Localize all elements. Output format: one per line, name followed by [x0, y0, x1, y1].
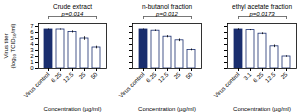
svg-text:Virus control: Virus control — [118, 71, 146, 99]
svg-text:ethyl acetate fraction: ethyl acetate fraction — [232, 3, 292, 11]
svg-text:25: 25 — [280, 71, 289, 80]
svg-text:1: 1 — [30, 59, 34, 65]
svg-text:Concentration (µg/ml): Concentration (µg/ml) — [233, 106, 291, 112]
svg-text:4: 4 — [30, 41, 34, 47]
svg-text:3: 3 — [30, 47, 34, 53]
svg-text:50: 50 — [90, 71, 99, 80]
svg-text:7: 7 — [30, 23, 34, 29]
svg-text:6.25: 6.25 — [50, 71, 63, 84]
svg-text:p=0.012: p=0.012 — [155, 11, 179, 17]
svg-text:12.5: 12.5 — [264, 71, 277, 84]
svg-text:6.25: 6.25 — [145, 71, 158, 84]
svg-text:5: 5 — [30, 35, 34, 41]
svg-text:Concentration (µg/ml): Concentration (µg/ml) — [44, 106, 102, 112]
svg-text:Crude extract: Crude extract — [53, 3, 92, 10]
svg-text:25: 25 — [173, 71, 182, 80]
svg-text:0: 0 — [30, 65, 34, 71]
svg-text:3.1: 3.1 — [242, 71, 253, 82]
svg-text:12.5: 12.5 — [157, 71, 170, 84]
svg-text:Virus titer(log₁₀ TCID₅₀/ml): Virus titer(log₁₀ TCID₅₀/ml) — [3, 24, 15, 69]
svg-text:12.5: 12.5 — [62, 71, 75, 84]
svg-text:25: 25 — [78, 71, 87, 80]
svg-text:Virus control: Virus control — [213, 71, 241, 99]
svg-text:2: 2 — [30, 53, 34, 59]
svg-text:6: 6 — [30, 29, 34, 35]
svg-text:n-butanol fraction: n-butanol fraction — [142, 3, 193, 10]
svg-text:6.25: 6.25 — [252, 71, 265, 84]
svg-text:p=0.014: p=0.014 — [61, 11, 85, 17]
svg-text:50: 50 — [185, 71, 194, 80]
svg-text:Virus control: Virus control — [23, 71, 51, 99]
svg-text:p=0.0173: p=0.0173 — [248, 11, 275, 17]
svg-text:Concentration (µg/ml): Concentration (µg/ml) — [138, 106, 196, 112]
